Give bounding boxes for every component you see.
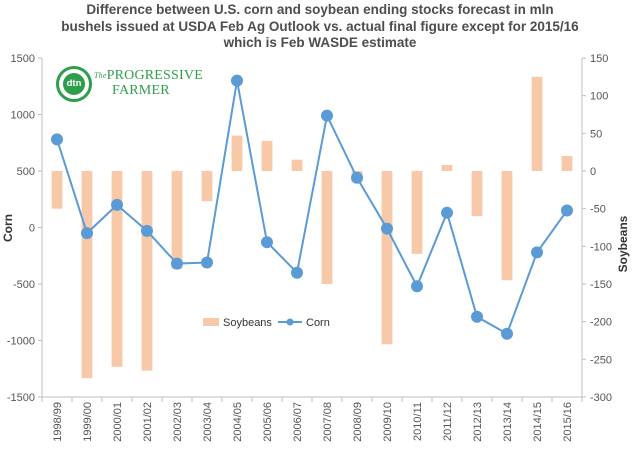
soybean-bar bbox=[231, 135, 243, 171]
legend: Soybeans Corn bbox=[203, 317, 330, 329]
y-tick-label-right: -150 bbox=[590, 279, 612, 291]
soybean-bar bbox=[531, 76, 543, 171]
x-tick-label: 1999/00 bbox=[82, 402, 94, 442]
legend-swatch-corn-marker bbox=[286, 318, 294, 326]
corn-point bbox=[441, 206, 453, 219]
y-tick-label-right: -300 bbox=[590, 392, 612, 404]
corn-line bbox=[56, 80, 568, 336]
y-axis-label-right: Soybeans bbox=[616, 215, 630, 272]
chart-title-line-3: which is Feb WASDE estimate bbox=[223, 35, 417, 50]
y-tick-label-left: 1000 bbox=[11, 110, 35, 122]
legend-swatch-soybeans bbox=[203, 318, 219, 326]
dtn-progressive-farmer-logo: dtn ThePROGRESSIVE FARMER bbox=[56, 66, 203, 104]
legend-label-soybeans: Soybeans bbox=[223, 317, 272, 329]
corn-point bbox=[111, 198, 123, 211]
soybean-bar bbox=[111, 171, 123, 367]
y-tick-label-left: -1500 bbox=[7, 392, 35, 404]
corn-point bbox=[51, 133, 63, 146]
soybean-bar bbox=[501, 171, 513, 281]
x-tick-label: 2014/15 bbox=[532, 402, 544, 442]
x-tick-label: 2003/04 bbox=[202, 402, 214, 442]
y-tick-label-right: -200 bbox=[590, 317, 612, 329]
soybean-bar bbox=[171, 171, 183, 269]
corn-point bbox=[351, 171, 363, 184]
y-tick-label-right: -100 bbox=[590, 241, 612, 253]
x-tick-label: 2013/14 bbox=[502, 402, 514, 442]
y-tick-label-right: 150 bbox=[590, 53, 608, 65]
corn-point bbox=[171, 257, 183, 270]
y-tick-label-left: 0 bbox=[29, 223, 35, 235]
y-tick-label-right: -50 bbox=[590, 204, 606, 216]
corn-point bbox=[261, 236, 273, 249]
x-tick-label: 2004/05 bbox=[232, 402, 244, 442]
chart-title-line-2: bushels issued at USDA Feb Ag Outlook vs… bbox=[61, 18, 579, 34]
corn-point bbox=[471, 310, 483, 323]
x-tick-label: 2011/12 bbox=[442, 402, 454, 441]
x-tick-label: 2015/16 bbox=[562, 402, 574, 442]
y-axis-label-left: Corn bbox=[1, 214, 15, 242]
soybean-bar bbox=[471, 171, 483, 217]
soybean-bar bbox=[561, 155, 573, 171]
chart-title: Difference between U.S. corn and soybean… bbox=[0, 2, 640, 52]
y-tick-label-left: 500 bbox=[17, 166, 35, 178]
corn-point bbox=[561, 204, 573, 217]
y-tick-label-right: -250 bbox=[590, 354, 612, 366]
x-tick-label: 1998/99 bbox=[52, 402, 64, 442]
y-tick-label-right: 100 bbox=[590, 91, 608, 103]
corn-point bbox=[201, 256, 213, 269]
x-tick-label: 2006/07 bbox=[292, 402, 304, 442]
soybean-bar bbox=[411, 171, 423, 254]
soybean-bar bbox=[321, 171, 333, 284]
soybean-bar bbox=[291, 159, 303, 171]
y-tick-label-left: -1000 bbox=[7, 336, 35, 348]
soybean-bar bbox=[441, 164, 453, 171]
x-tick-label: 2009/10 bbox=[382, 402, 394, 442]
soybean-bar bbox=[201, 171, 213, 202]
chart-title-line-1: Difference between U.S. corn and soybean… bbox=[86, 2, 554, 17]
corn-point bbox=[411, 280, 423, 293]
dtn-badge-icon: dtn bbox=[56, 66, 92, 102]
corn-line-layer bbox=[51, 74, 573, 340]
soybean-bar bbox=[51, 171, 63, 209]
corn-point bbox=[291, 266, 303, 279]
y-tick-label-left: 1500 bbox=[11, 53, 35, 65]
legend-label-corn: Corn bbox=[306, 317, 330, 329]
logo-the: The bbox=[94, 71, 107, 80]
x-tick-label: 2008/09 bbox=[352, 402, 364, 442]
corn-point bbox=[531, 246, 543, 259]
corn-point bbox=[141, 224, 153, 237]
y-tick-label-right: 0 bbox=[590, 166, 596, 178]
soybean-bar bbox=[261, 140, 273, 171]
soybean-bar bbox=[141, 171, 153, 371]
soybean-bar bbox=[381, 171, 393, 345]
soybean-bar bbox=[81, 171, 93, 379]
x-tick-label: 2005/06 bbox=[262, 402, 274, 442]
x-tick-label: 2010/11 bbox=[412, 402, 424, 441]
logo-line-2: FARMER bbox=[112, 83, 170, 98]
x-tick-label: 2001/02 bbox=[142, 402, 154, 442]
corn-point bbox=[501, 327, 513, 340]
x-tick-label: 2000/01 bbox=[112, 402, 124, 442]
y-tick-label-left: -500 bbox=[13, 279, 35, 291]
soybean-bars bbox=[51, 76, 573, 379]
y-tick-label-right: 50 bbox=[590, 128, 602, 140]
x-tick-label: 2007/08 bbox=[322, 402, 334, 442]
corn-point bbox=[81, 227, 93, 240]
x-tick-label: 2002/03 bbox=[172, 402, 184, 442]
corn-point bbox=[381, 222, 393, 235]
logo-line-1: PROGRESSIVE bbox=[106, 68, 203, 83]
corn-point bbox=[231, 74, 243, 87]
logo-wordmark: ThePROGRESSIVE FARMER bbox=[94, 68, 203, 98]
dtn-badge-text: dtn bbox=[63, 73, 85, 95]
x-tick-label: 2012/13 bbox=[472, 402, 484, 442]
corn-point bbox=[321, 109, 333, 122]
axes: -1500-1000-500050010001500-300-250-200-1… bbox=[7, 53, 612, 442]
